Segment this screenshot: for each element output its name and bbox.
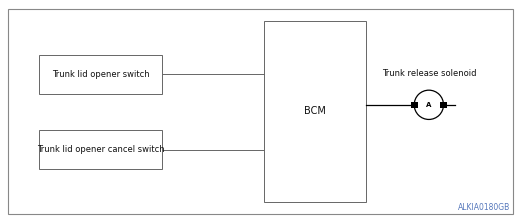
- Text: Trunk release solenoid: Trunk release solenoid: [382, 69, 476, 78]
- FancyBboxPatch shape: [264, 21, 366, 202]
- FancyBboxPatch shape: [411, 102, 417, 108]
- FancyBboxPatch shape: [440, 102, 447, 108]
- Text: ALKIA0180GB: ALKIA0180GB: [458, 203, 510, 212]
- Text: BCM: BCM: [304, 107, 326, 116]
- FancyBboxPatch shape: [39, 55, 162, 94]
- FancyBboxPatch shape: [8, 9, 513, 214]
- FancyBboxPatch shape: [39, 130, 162, 169]
- Text: Trunk lid opener switch: Trunk lid opener switch: [52, 70, 150, 79]
- Text: Trunk lid opener cancel switch: Trunk lid opener cancel switch: [37, 145, 165, 155]
- Text: A: A: [426, 102, 431, 108]
- Ellipse shape: [414, 90, 444, 120]
